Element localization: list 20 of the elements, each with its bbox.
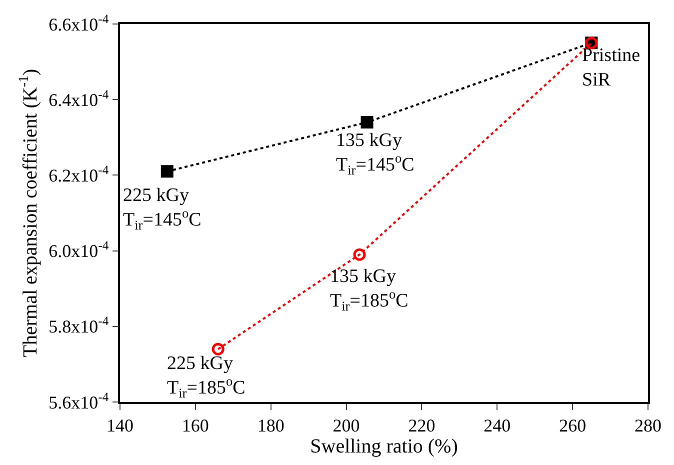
- y-tick-label: 5.6x10$^{-4}$: [48, 390, 110, 412]
- annotation: 225 kGy T$_{ir}$=185$^{o}$C: [167, 353, 246, 401]
- annotation: Pristine SiR: [582, 45, 640, 91]
- annotation: 135 kGy T$_{ir}$=185$^{o}$C: [330, 266, 408, 314]
- y-tick-label: 6.2x10$^{-4}$: [48, 162, 110, 186]
- x-tick-label: 180: [257, 415, 284, 436]
- y-tick-label: 6.6x10$^{-4}$: [48, 12, 110, 34]
- x-tick-label: 280: [634, 415, 662, 436]
- y-tick-label: 6.4x10$^{-4}$: [48, 87, 110, 110]
- x-tick-label: 240: [484, 415, 511, 436]
- annotation: 225 kGy T$_{ir}$=145$^{o}$C: [123, 185, 202, 233]
- y-tick-label: 6.0x10$^{-4}$: [48, 238, 110, 262]
- x-tick-label: 200: [332, 415, 360, 436]
- x-axis-title: Swelling ratio (%): [310, 435, 458, 458]
- x-tick-label: 140: [106, 415, 134, 436]
- x-tick-label: 220: [408, 415, 436, 436]
- x-tick-label: 260: [559, 415, 586, 436]
- y-tick-label: 5.8x10$^{-4}$: [48, 314, 110, 337]
- x-tick-label: 160: [182, 415, 209, 436]
- annotation: 135 kGy T$_{ir}$=145$^{o}$C: [336, 130, 414, 178]
